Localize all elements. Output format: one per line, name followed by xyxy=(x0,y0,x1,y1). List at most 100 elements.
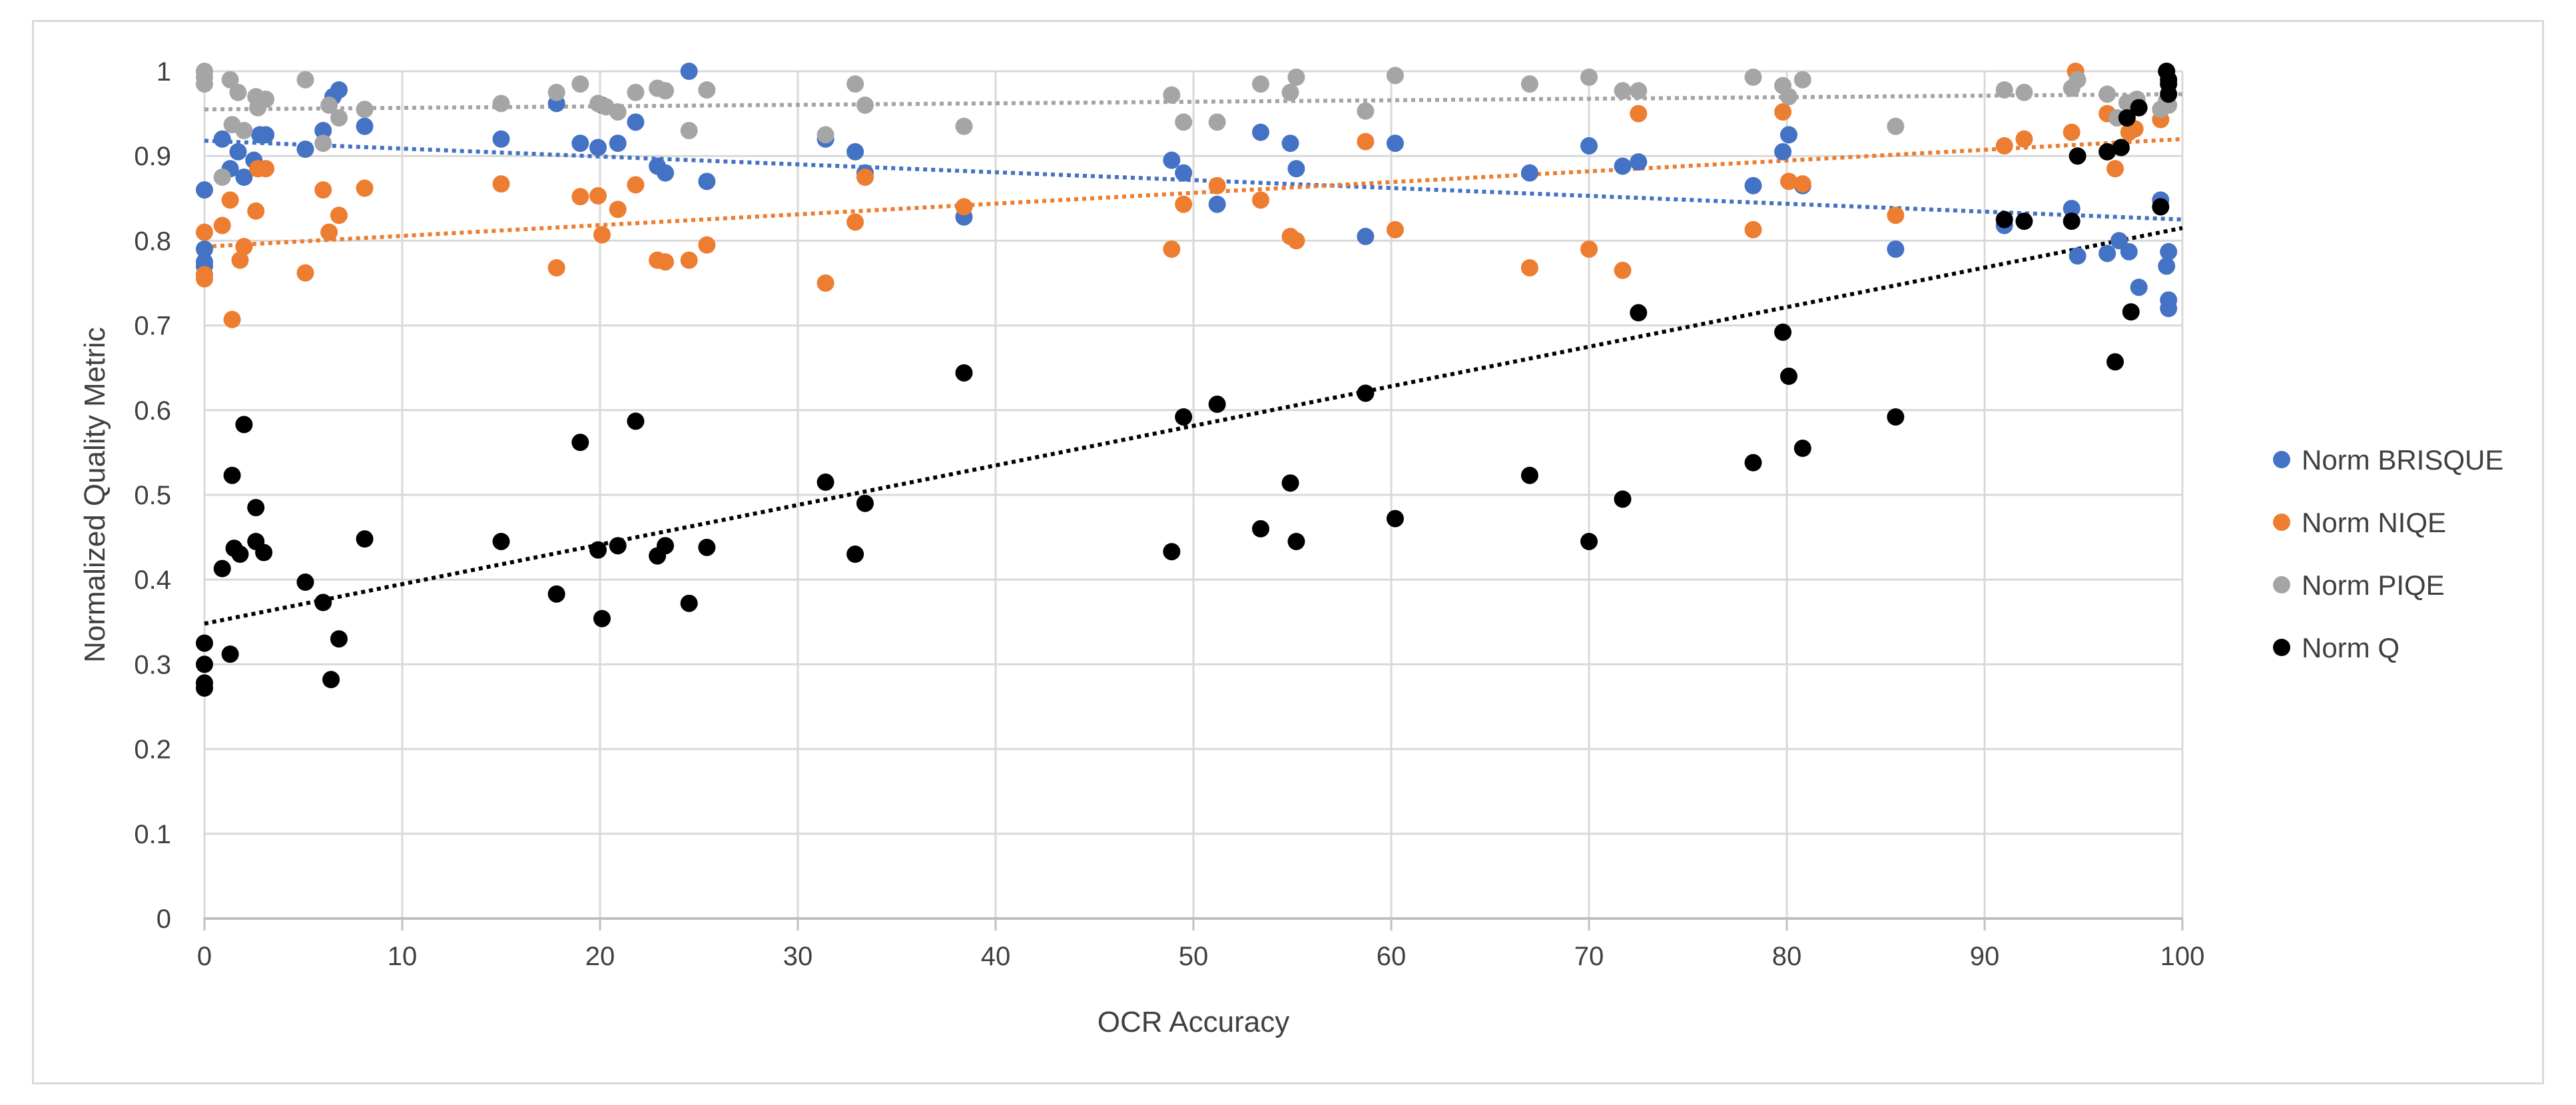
norm-niqe-series xyxy=(196,63,2176,328)
norm-brisque-point xyxy=(609,135,627,153)
x-axis-title: OCR Accuracy xyxy=(1098,1006,1290,1038)
norm-brisque-point xyxy=(1208,195,1226,213)
norm-brisque-point xyxy=(235,169,253,186)
norm-piqe-point xyxy=(846,75,864,93)
norm-niqe-point xyxy=(296,264,314,282)
norm-brisque-point xyxy=(1520,164,1538,182)
norm-q-point xyxy=(2015,212,2033,230)
norm-piqe-point xyxy=(235,122,253,140)
legend-marker xyxy=(2273,576,2290,593)
norm-brisque-point xyxy=(589,139,607,157)
norm-q-point xyxy=(2069,147,2087,165)
legend-item-norm-brisque: Norm BRISQUE xyxy=(2273,444,2503,476)
norm-brisque-point xyxy=(657,164,675,182)
norm-brisque-point xyxy=(1287,160,1305,178)
legend-item-norm-piqe: Norm PIQE xyxy=(2273,569,2445,601)
norm-piqe-point xyxy=(1281,83,1299,101)
norm-niqe-point xyxy=(1208,177,1226,194)
norm-q-point xyxy=(1357,384,1375,402)
norm-piqe-point xyxy=(330,109,348,127)
x-tick-label: 30 xyxy=(783,942,813,971)
norm-niqe-point xyxy=(356,179,374,197)
x-tick-label: 0 xyxy=(197,942,212,971)
y-tick-label: 0.9 xyxy=(134,142,171,171)
norm-q-point xyxy=(547,585,565,603)
norm-piqe-point xyxy=(816,126,834,144)
norm-piqe-point xyxy=(2098,85,2116,103)
norm-q-point xyxy=(627,412,645,430)
norm-niqe-point xyxy=(231,251,249,269)
legend-marker xyxy=(2273,514,2290,531)
norm-brisque-point xyxy=(356,117,374,135)
norm-q-point xyxy=(223,466,241,484)
norm-niqe-point xyxy=(1744,220,1762,238)
norm-niqe-point xyxy=(1779,173,1797,190)
norm-brisque-point xyxy=(196,240,213,258)
norm-piqe-point xyxy=(657,82,675,100)
norm-niqe-point xyxy=(257,160,275,178)
norm-q-point xyxy=(196,634,213,652)
x-tick-label: 20 xyxy=(585,942,615,971)
norm-q-point xyxy=(955,364,973,382)
norm-q-point xyxy=(1779,367,1797,385)
norm-niqe-point xyxy=(1357,133,1375,151)
norm-q-point xyxy=(1208,395,1226,413)
norm-piqe-point xyxy=(196,75,213,93)
norm-q-point xyxy=(1175,408,1193,426)
norm-q-point xyxy=(330,630,348,648)
x-tick-label: 10 xyxy=(388,942,418,971)
norm-niqe-point xyxy=(213,216,231,234)
norm-q-point xyxy=(492,532,510,550)
norm-brisque-point xyxy=(1357,228,1375,246)
legend-marker xyxy=(2273,639,2290,656)
legend-item-norm-niqe: Norm NIQE xyxy=(2273,507,2446,538)
norm-q-point xyxy=(2122,303,2140,321)
y-tick-label: 0.1 xyxy=(134,820,171,849)
norm-niqe-point xyxy=(1287,232,1305,250)
norm-niqe-point xyxy=(609,200,627,218)
norm-brisque-point xyxy=(1386,135,1404,153)
norm-piqe-point xyxy=(296,71,314,89)
norm-niqe-point xyxy=(698,236,716,254)
norm-q-point xyxy=(1630,304,1648,322)
norm-piqe-point xyxy=(2015,83,2033,101)
norm-brisque-point xyxy=(1614,157,1632,175)
norm-niqe-point xyxy=(547,259,565,277)
norm-brisque-point xyxy=(2069,247,2087,265)
norm-q-point xyxy=(1887,408,1905,426)
norm-niqe-point xyxy=(593,226,611,244)
norm-niqe-point xyxy=(320,223,338,241)
norm-niqe-point xyxy=(1163,240,1181,258)
norm-q-point xyxy=(1995,210,2013,228)
norm-niqe-point xyxy=(1175,195,1193,213)
norm-q-point xyxy=(1520,466,1538,484)
x-tick-label: 100 xyxy=(2160,942,2205,971)
norm-niqe-point xyxy=(2063,123,2081,141)
norm-brisque-point xyxy=(1163,151,1181,169)
norm-q-point xyxy=(2160,85,2178,103)
x-tick-label: 80 xyxy=(1772,942,1802,971)
y-tick-label: 1 xyxy=(157,57,171,87)
norm-piqe-point xyxy=(627,83,645,101)
norm-q-point xyxy=(680,594,698,612)
y-tick-label: 0.7 xyxy=(134,312,171,341)
norm-q-point xyxy=(1251,520,1269,538)
norm-brisque-point xyxy=(196,181,213,199)
x-tick-label: 40 xyxy=(981,942,1011,971)
norm-piqe-point xyxy=(698,81,716,99)
norm-brisque-point xyxy=(1887,240,1905,258)
norm-brisque-point xyxy=(698,173,716,190)
norm-brisque-point xyxy=(213,130,231,148)
norm-q-point xyxy=(255,544,273,561)
y-tick-label: 0 xyxy=(157,905,171,934)
norm-brisque-point xyxy=(2063,200,2081,218)
norm-niqe-point xyxy=(492,175,510,193)
norm-brisque-point xyxy=(2098,244,2116,262)
norm-q-point xyxy=(1614,490,1632,508)
norm-piqe-point xyxy=(1357,102,1375,120)
norm-niqe-point xyxy=(1887,206,1905,224)
norm-q-point xyxy=(356,530,374,548)
norm-brisque-point xyxy=(1630,153,1648,171)
norm-piqe-point xyxy=(492,95,510,113)
legend-label: Norm NIQE xyxy=(2302,507,2446,538)
